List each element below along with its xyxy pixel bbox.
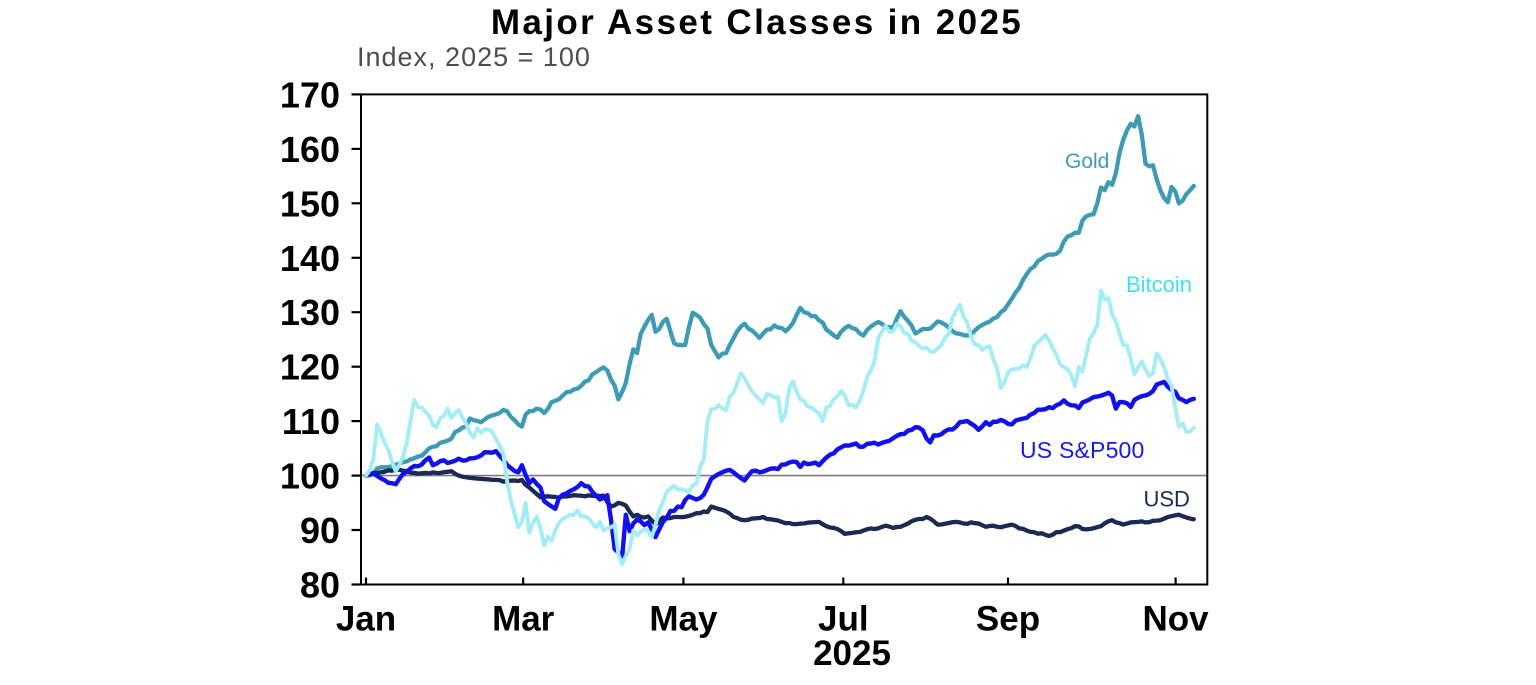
svg-text:Jan: Jan xyxy=(336,600,396,639)
svg-text:2025: 2025 xyxy=(813,634,891,673)
svg-text:100: 100 xyxy=(280,456,340,497)
svg-text:170: 170 xyxy=(280,74,340,115)
svg-text:130: 130 xyxy=(280,292,340,333)
svg-text:110: 110 xyxy=(282,401,340,442)
svg-text:USD: USD xyxy=(1144,487,1190,512)
svg-text:Major Asset Classes in 2025: Major Asset Classes in 2025 xyxy=(491,3,1023,42)
svg-text:150: 150 xyxy=(280,183,340,224)
svg-text:Mar: Mar xyxy=(492,600,555,639)
svg-text:Sep: Sep xyxy=(976,600,1040,639)
svg-text:Index, 2025 = 100: Index, 2025 = 100 xyxy=(357,42,591,72)
svg-text:140: 140 xyxy=(280,238,340,279)
svg-text:160: 160 xyxy=(280,129,340,170)
svg-text:Nov: Nov xyxy=(1143,600,1210,639)
svg-text:US S&P500: US S&P500 xyxy=(1020,437,1145,463)
svg-text:120: 120 xyxy=(280,347,340,388)
svg-text:80: 80 xyxy=(300,565,340,606)
svg-text:Gold: Gold xyxy=(1065,150,1109,173)
svg-text:May: May xyxy=(649,600,718,639)
svg-text:Jul: Jul xyxy=(818,600,869,639)
svg-text:90: 90 xyxy=(300,510,340,551)
svg-text:Bitcoin: Bitcoin xyxy=(1126,272,1192,297)
